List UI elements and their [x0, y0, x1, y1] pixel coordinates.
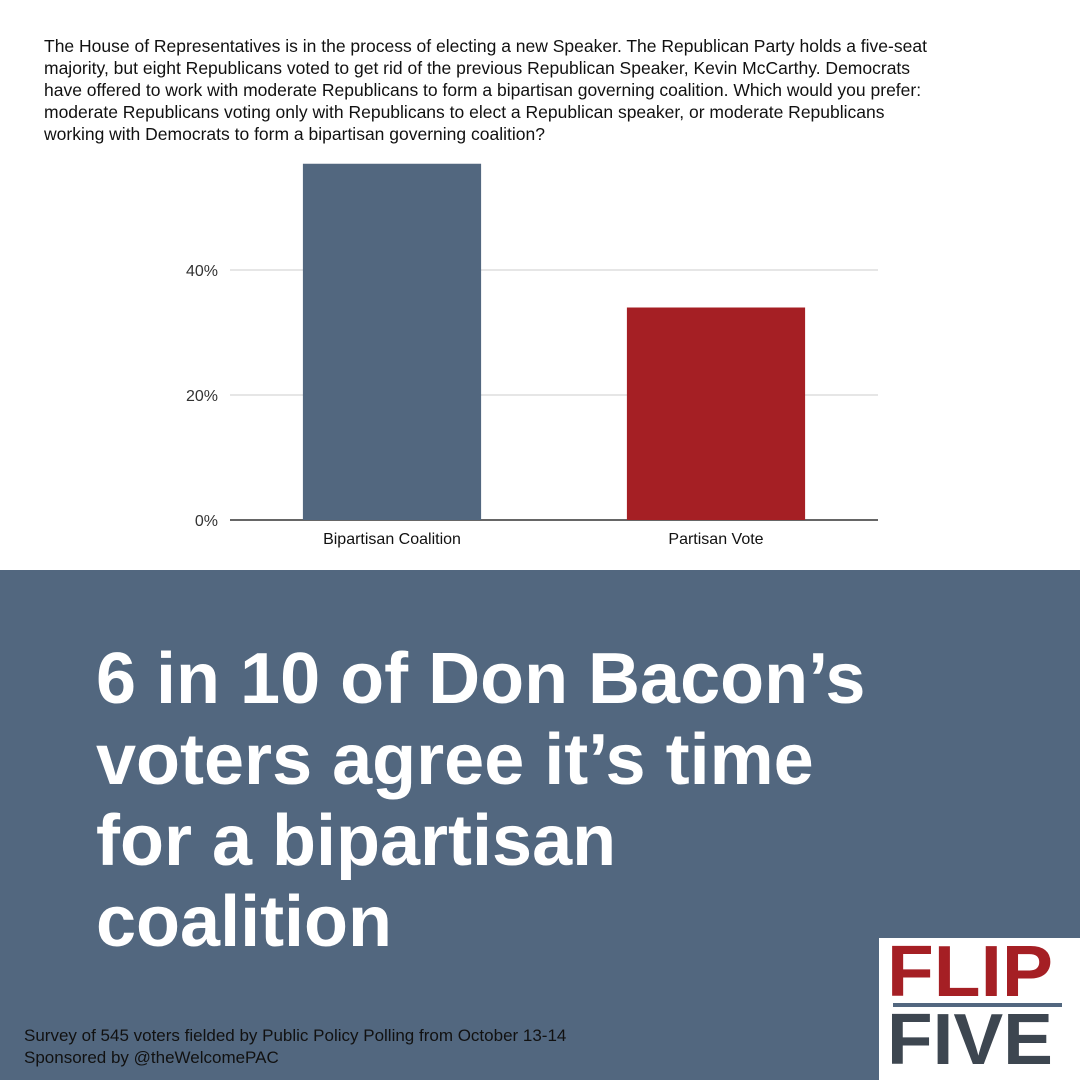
logo-box	[879, 938, 1080, 1080]
logo-top: FLIP	[887, 932, 1053, 1012]
question-line: The House of Representatives is in the p…	[44, 36, 927, 56]
footer-line: Survey of 545 voters fielded by Public P…	[24, 1026, 566, 1045]
logo-bottom: FIVE	[887, 1000, 1053, 1080]
y-tick-label: 20%	[186, 388, 218, 405]
x-tick-label: Bipartisan Coalition	[323, 531, 461, 548]
question-line: moderate Republicans voting only with Re…	[44, 102, 885, 122]
question-line: working with Democrats to form a biparti…	[43, 124, 545, 144]
question-line: have offered to work with moderate Repub…	[44, 80, 921, 100]
y-tick-label: 0%	[195, 513, 218, 530]
bar	[626, 307, 806, 520]
bar	[302, 163, 482, 520]
x-tick-label: Partisan Vote	[668, 531, 763, 548]
footer-line: Sponsored by @theWelcomePAC	[24, 1048, 279, 1067]
headline-line: for a bipartisan	[96, 801, 616, 881]
y-tick-label: 40%	[186, 263, 218, 280]
headline-line: voters agree it’s time	[96, 720, 814, 800]
chart-background	[0, 0, 1080, 570]
headline-line: coalition	[96, 882, 392, 962]
headline-line: 6 in 10 of Don Bacon’s	[96, 639, 865, 719]
question-line: majority, but eight Republicans voted to…	[44, 58, 910, 78]
